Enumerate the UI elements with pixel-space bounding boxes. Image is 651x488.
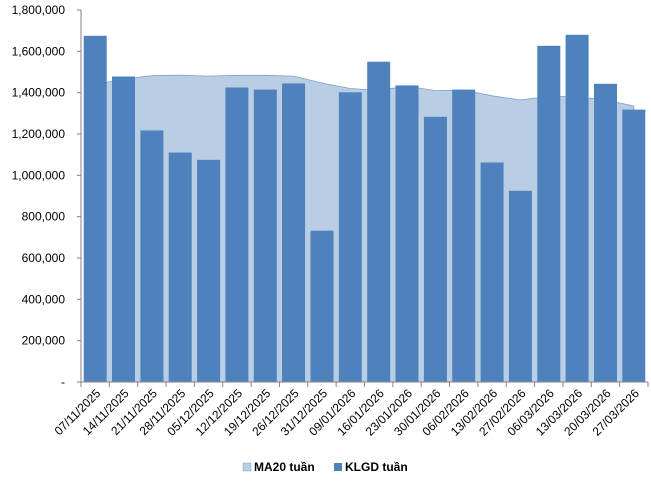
y-tick-label: 1,800,000 bbox=[12, 3, 66, 17]
bar-layer bbox=[83, 34, 646, 383]
y-tick-label: 1,400,000 bbox=[12, 86, 66, 100]
bar-09-01-2026 bbox=[338, 92, 362, 383]
bar-07-11-2025 bbox=[83, 35, 107, 383]
axis-layer bbox=[77, 9, 649, 387]
bar-19-12-2025 bbox=[253, 89, 277, 382]
bar-21-11-2025 bbox=[140, 130, 164, 382]
y-tick-label: 600,000 bbox=[22, 251, 66, 265]
x-tick-layer: 07/11/202514/11/202521/11/202528/11/2025… bbox=[52, 386, 643, 439]
bar-30-01-2026 bbox=[423, 116, 447, 383]
bar-16-01-2026 bbox=[367, 61, 391, 382]
bar-13-02-2026 bbox=[480, 162, 504, 382]
bar-06-02-2026 bbox=[452, 89, 476, 382]
y-tick-label: 1,600,000 bbox=[12, 44, 66, 58]
bar-27-03-2026 bbox=[622, 109, 646, 382]
bar-26-12-2025 bbox=[282, 83, 306, 383]
bar-12-12-2025 bbox=[225, 87, 249, 382]
legend: MA20 tuần KLGD tuần bbox=[242, 460, 408, 474]
y-tick-label: 200,000 bbox=[22, 334, 66, 348]
bar-28-11-2025 bbox=[168, 152, 192, 382]
legend-label-ma20: MA20 tuần bbox=[254, 460, 315, 474]
y-tick-label: - bbox=[61, 375, 65, 389]
bar-14-11-2025 bbox=[112, 76, 135, 382]
y-tick-label: 1,200,000 bbox=[12, 127, 66, 141]
bar-23-01-2026 bbox=[395, 85, 419, 383]
bar-13-03-2026 bbox=[565, 34, 589, 383]
bar-20-03-2026 bbox=[594, 83, 617, 383]
y-tick-layer: - 200,000 400,000 600,000 800,000 1,000,000 1,… bbox=[12, 3, 66, 389]
legend-label-klgd: KLGD tuần bbox=[345, 460, 408, 474]
bar-05-12-2025 bbox=[197, 159, 221, 382]
y-tick-label: 800,000 bbox=[22, 210, 66, 224]
bar-31-12-2025 bbox=[310, 230, 334, 382]
y-tick-label: 1,000,000 bbox=[12, 168, 66, 182]
y-tick-label: 400,000 bbox=[22, 292, 66, 306]
bar-27-02-2026 bbox=[508, 190, 532, 382]
legend-swatch-ma20 bbox=[242, 462, 252, 472]
legend-swatch-klgd bbox=[334, 463, 342, 471]
bar-06-03-2026 bbox=[537, 45, 561, 383]
